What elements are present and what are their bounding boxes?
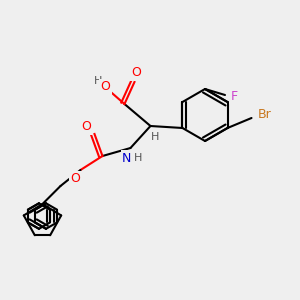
- Text: H: H: [94, 76, 103, 86]
- Text: O: O: [82, 121, 92, 134]
- Text: Br: Br: [258, 109, 272, 122]
- Text: N: N: [122, 152, 131, 164]
- Text: F: F: [230, 89, 238, 103]
- Text: H: H: [151, 132, 160, 142]
- Text: O: O: [131, 67, 141, 80]
- Text: H: H: [134, 153, 143, 163]
- Text: O: O: [70, 172, 80, 185]
- Text: O: O: [100, 80, 110, 94]
